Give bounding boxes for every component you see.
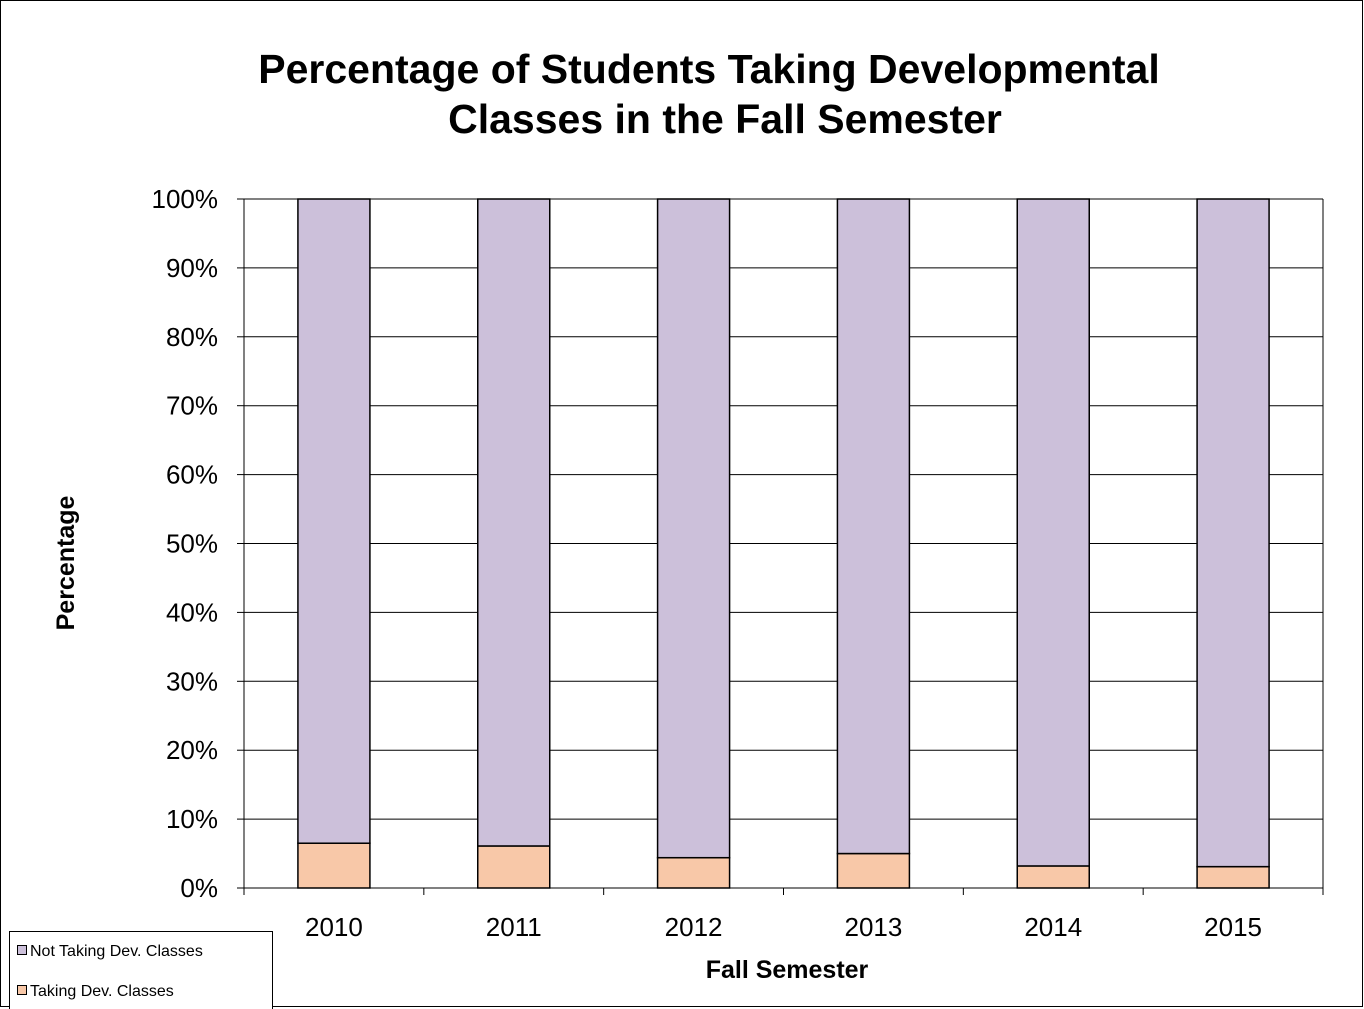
y-tick-label: 70% (166, 391, 218, 421)
legend-item-taking: Taking Dev. Classes (17, 983, 174, 1001)
chart-title-line-1: Percentage of Students Taking Developmen… (258, 46, 1159, 92)
chart-title-line-2: Classes in the Fall Semester (448, 96, 1002, 142)
y-tick-label: 100% (152, 184, 219, 214)
y-axis-label: Percentage (52, 496, 80, 631)
bar-segment-taking-2011 (477, 845, 551, 889)
bar-segment-not-taking-2012 (656, 198, 731, 859)
bar-segment-taking-2014 (1016, 865, 1090, 889)
x-tick-label: 2011 (486, 912, 542, 942)
legend-label-taking: Taking Dev. Classes (30, 983, 174, 1000)
bar-segment-not-taking-2011 (477, 198, 551, 847)
y-tick-labels: 0% 10% 20% 30% 40% 50% 60% 70% 80% 90% 100% (152, 184, 219, 903)
bars (297, 198, 1270, 889)
bar-segment-taking-2015 (1196, 865, 1270, 889)
legend-swatch-not-taking (17, 945, 27, 955)
y-tick-label: 60% (166, 460, 218, 490)
y-tick-label: 0% (180, 873, 218, 903)
bar-segment-not-taking-2010 (297, 198, 371, 844)
y-tick-label: 50% (166, 529, 218, 559)
bar-segment-not-taking-2013 (836, 198, 911, 855)
x-tick-labels: 2010 2011 2012 2013 2014 2015 (305, 912, 1262, 942)
y-tick-label: 20% (166, 735, 218, 765)
x-tick-label: 2013 (844, 912, 902, 942)
y-tick-label: 10% (166, 804, 218, 834)
legend-label-not-taking: Not Taking Dev. Classes (30, 943, 203, 960)
y-tick-label: 30% (166, 666, 218, 696)
x-axis-label: Fall Semester (706, 956, 869, 984)
x-tick-label: 2015 (1204, 912, 1262, 942)
gridlines (237, 198, 1323, 889)
x-tick-label: 2012 (665, 912, 723, 942)
legend-swatch-taking (17, 985, 27, 995)
legend-item-not-taking: Not Taking Dev. Classes (17, 943, 203, 961)
x-tick-label: 2010 (305, 912, 363, 942)
bar-segment-not-taking-2014 (1016, 198, 1090, 867)
y-tick-label: 80% (166, 322, 218, 352)
x-tick-label: 2014 (1024, 912, 1082, 942)
y-tick-label: 90% (166, 253, 218, 283)
bar-segment-taking-2013 (836, 852, 911, 889)
bar-segment-taking-2012 (656, 856, 731, 889)
axes (243, 199, 1324, 895)
legend: Not Taking Dev. Classes Taking Dev. Clas… (9, 931, 273, 1009)
bar-segment-taking-2010 (297, 842, 371, 889)
y-tick-label: 40% (166, 597, 218, 627)
bar-segment-not-taking-2015 (1196, 198, 1270, 868)
